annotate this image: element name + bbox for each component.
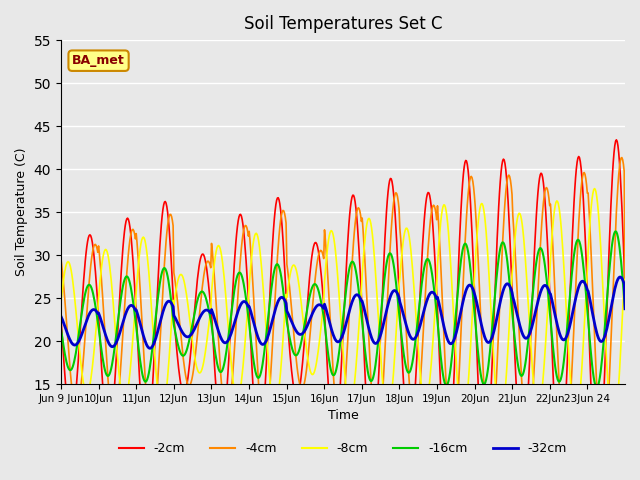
X-axis label: Time: Time xyxy=(328,409,358,422)
-32cm xyxy=(184,334,191,340)
-32cm xyxy=(67,339,75,345)
-2cm xyxy=(182,384,190,390)
-4cm xyxy=(412,422,419,428)
-8cm xyxy=(57,301,65,307)
-32cm xyxy=(412,334,420,339)
-4cm xyxy=(621,306,629,312)
-2cm xyxy=(621,306,629,312)
-2cm xyxy=(612,137,620,143)
-16cm xyxy=(212,356,220,362)
-16cm xyxy=(125,277,133,283)
-8cm xyxy=(182,291,190,297)
-16cm xyxy=(182,348,190,354)
-4cm xyxy=(212,302,220,308)
-8cm xyxy=(67,267,75,273)
Title: Soil Temperatures Set C: Soil Temperatures Set C xyxy=(244,15,442,33)
Line: -32cm: -32cm xyxy=(61,277,625,348)
-2cm xyxy=(212,389,220,395)
-2cm xyxy=(67,417,75,423)
-32cm xyxy=(616,274,624,280)
-16cm xyxy=(428,271,436,276)
-8cm xyxy=(412,307,419,313)
-32cm xyxy=(125,304,133,310)
-2cm xyxy=(594,476,602,480)
-2cm xyxy=(428,212,436,218)
-2cm xyxy=(412,379,419,385)
-4cm xyxy=(599,458,607,464)
-16cm xyxy=(621,306,629,312)
-16cm xyxy=(612,228,620,234)
-8cm xyxy=(212,248,220,254)
-4cm xyxy=(428,206,436,212)
Y-axis label: Soil Temperature (C): Soil Temperature (C) xyxy=(15,148,28,276)
-16cm xyxy=(412,337,419,343)
-32cm xyxy=(57,313,65,319)
-4cm xyxy=(182,377,190,383)
Line: -8cm: -8cm xyxy=(61,189,625,431)
-4cm xyxy=(618,155,626,160)
-2cm xyxy=(57,313,65,319)
-8cm xyxy=(125,377,133,383)
-8cm xyxy=(609,428,617,433)
-2cm xyxy=(125,219,133,225)
-32cm xyxy=(147,346,154,351)
-4cm xyxy=(57,255,65,261)
Legend: -2cm, -4cm, -8cm, -16cm, -32cm: -2cm, -4cm, -8cm, -16cm, -32cm xyxy=(114,437,572,460)
-32cm xyxy=(621,306,629,312)
Line: -2cm: -2cm xyxy=(61,140,625,479)
-8cm xyxy=(591,186,598,192)
-32cm xyxy=(213,324,221,330)
-16cm xyxy=(593,384,600,390)
-4cm xyxy=(125,243,133,249)
-8cm xyxy=(621,306,629,312)
Text: BA_met: BA_met xyxy=(72,54,125,67)
-8cm xyxy=(428,351,436,357)
-16cm xyxy=(57,325,65,331)
Line: -16cm: -16cm xyxy=(61,231,625,387)
-16cm xyxy=(67,367,75,372)
Line: -4cm: -4cm xyxy=(61,157,625,461)
-4cm xyxy=(67,378,75,384)
-32cm xyxy=(429,289,436,295)
